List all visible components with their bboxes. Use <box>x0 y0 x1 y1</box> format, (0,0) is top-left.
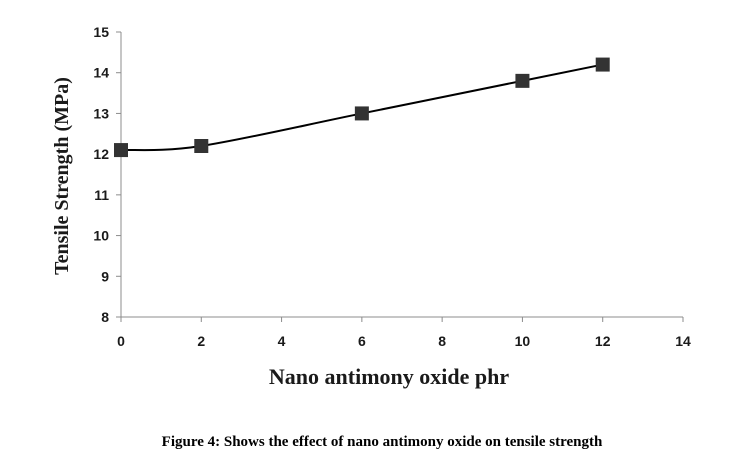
x-tick-label: 0 <box>117 333 125 349</box>
y-tick-label: 10 <box>93 228 109 244</box>
y-tick-label: 8 <box>101 309 109 325</box>
x-tick-label: 14 <box>675 333 691 349</box>
y-tick-label: 14 <box>93 65 109 81</box>
y-tick-label: 15 <box>93 24 109 40</box>
chart-axes <box>116 31 684 322</box>
y-tick-label: 9 <box>101 268 109 284</box>
x-tick-label: 10 <box>515 333 531 349</box>
data-point-marker <box>595 57 610 72</box>
x-tick-label: 6 <box>358 333 366 349</box>
data-point-marker <box>114 143 128 158</box>
y-tick-label: 11 <box>94 187 109 203</box>
x-tick-label: 2 <box>197 333 205 349</box>
data-point-marker <box>354 106 369 121</box>
x-tick-label: 4 <box>278 333 286 349</box>
series-group <box>114 57 610 158</box>
x-axis-title: Nano antimony oxide phr <box>269 364 509 389</box>
figure-caption: Figure 4: Shows the effect of nano antim… <box>162 434 603 450</box>
y-tick-label: 12 <box>93 146 109 162</box>
y-tick-labels: 8 9 10 11 12 13 14 15 <box>93 24 109 325</box>
x-tick-label: 8 <box>438 333 446 349</box>
y-tick-label: 13 <box>93 105 109 121</box>
data-point-marker <box>194 139 209 153</box>
y-axis-title: Tensile Strength (MPa) <box>51 77 73 275</box>
x-tick-labels: 0 2 4 6 8 10 12 14 <box>117 333 691 349</box>
x-tick-label: 12 <box>595 333 611 349</box>
data-point-marker <box>515 73 530 88</box>
